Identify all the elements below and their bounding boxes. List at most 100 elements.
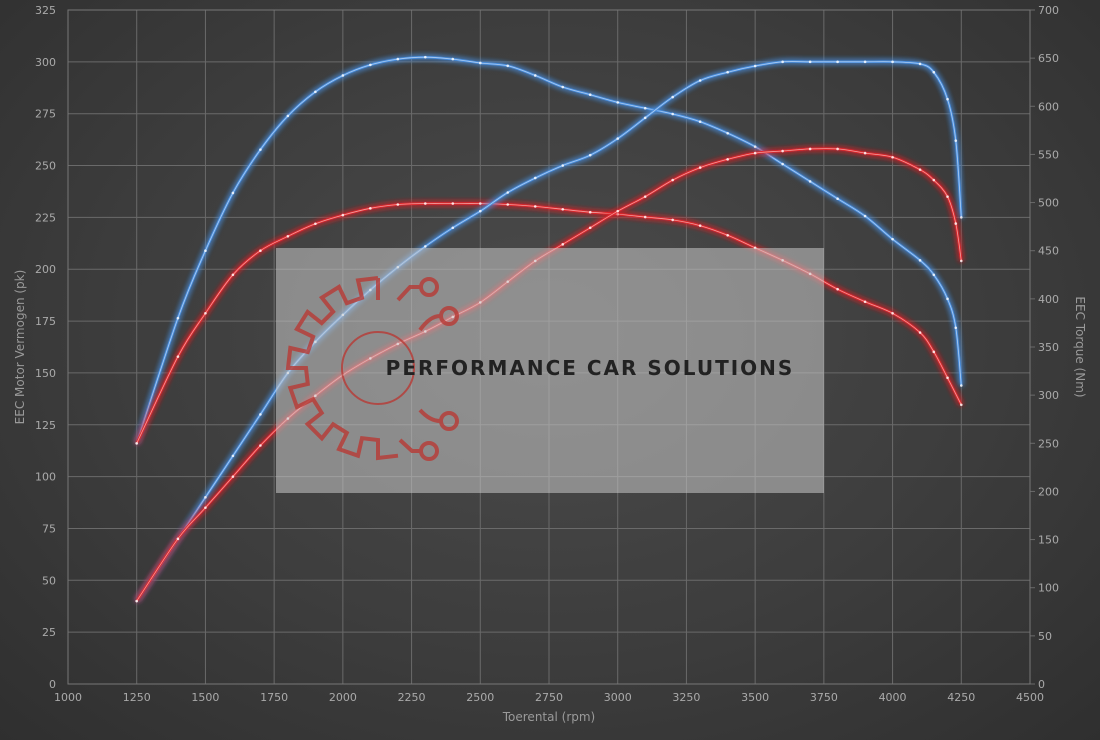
data-point (781, 60, 784, 64)
circuit-node (439, 306, 459, 326)
data-point (946, 97, 949, 101)
circuit-node (419, 277, 439, 297)
plot-frame (67, 9, 1031, 685)
x-tick-label: 4000 (879, 691, 907, 704)
data-point (698, 224, 702, 227)
data-point (959, 403, 963, 407)
x-tick-label: 4500 (1016, 691, 1044, 704)
data-point (341, 213, 345, 217)
y-right-tick-label: 50 (1038, 630, 1052, 643)
data-point (643, 195, 647, 198)
data-point (959, 384, 963, 387)
data-point (836, 147, 839, 151)
y-right-tick-label: 600 (1038, 100, 1059, 113)
data-point (231, 454, 235, 458)
data-point (836, 287, 839, 291)
data-point (533, 205, 537, 208)
data-point (808, 180, 812, 183)
data-point (204, 496, 207, 499)
y-left-tick-label: 125 (35, 419, 56, 432)
tick-labels: 1000 1250 1500 1750 2000 2250 2500 2750 3000 3250… (35, 4, 1059, 704)
data-point (588, 226, 592, 230)
data-point (286, 114, 290, 118)
data-point (478, 61, 482, 65)
data-point (451, 202, 455, 205)
data-point (753, 145, 757, 149)
data-point (616, 101, 620, 104)
data-point (369, 207, 372, 210)
data-point (286, 234, 290, 238)
data-point (836, 60, 839, 64)
watermark-box (276, 248, 824, 493)
data-point (231, 475, 235, 478)
data-point (726, 158, 729, 161)
circuit-trace (418, 314, 441, 332)
data-point (863, 60, 867, 64)
y-axis-left-title: EEC Motor Vermogen (pk) (13, 270, 27, 425)
y-right-tick-label: 250 (1038, 437, 1059, 450)
data-point (863, 300, 867, 304)
data-point (341, 74, 345, 77)
data-point (424, 202, 427, 205)
data-point (959, 259, 963, 263)
data-point (176, 537, 180, 541)
data-point (836, 197, 839, 201)
y-right-tick-label: 150 (1038, 534, 1059, 547)
data-point (946, 376, 949, 380)
y-left-tick-label: 250 (35, 160, 56, 173)
x-tick-label: 4250 (947, 691, 975, 704)
y-right-tick-label: 650 (1038, 52, 1059, 65)
data-point (781, 162, 784, 166)
circuit-trace (396, 285, 420, 302)
gear-circuit-icon (285, 276, 459, 461)
circuit-trace (398, 438, 420, 453)
data-point (506, 64, 510, 68)
y-left-tick-label: 75 (42, 522, 56, 535)
data-point (753, 64, 757, 68)
data-point (204, 506, 207, 510)
data-point (671, 178, 674, 182)
watermark: PERFORMANCE CAR SOLUTIONS (276, 248, 824, 493)
y-left-tick-label: 300 (35, 56, 56, 69)
data-point (643, 116, 647, 120)
data-point (588, 153, 592, 157)
y-right-tick-label: 500 (1038, 197, 1059, 210)
data-point (918, 62, 922, 66)
data-point (671, 112, 674, 116)
data-point (891, 237, 894, 241)
y-left-tick-label: 225 (35, 211, 56, 224)
series-0 (135, 55, 963, 445)
data-point (932, 350, 936, 354)
circuit-node (439, 411, 459, 431)
data-point (616, 209, 620, 213)
data-point (231, 191, 235, 195)
x-tick-label: 1500 (191, 691, 219, 704)
data-point (643, 215, 647, 219)
x-tick-label: 3750 (810, 691, 838, 704)
x-tick-label: 1250 (123, 691, 151, 704)
x-tick-label: 1750 (260, 691, 288, 704)
data-point (451, 226, 455, 230)
data-point (946, 297, 949, 301)
data-point (671, 218, 674, 222)
data-point (259, 148, 262, 151)
data-point (726, 131, 729, 135)
data-point (204, 249, 207, 253)
y-left-tick-label: 175 (35, 315, 56, 328)
x-tick-label: 2000 (329, 691, 357, 704)
grid (67, 9, 1035, 685)
y-right-tick-label: 700 (1038, 4, 1059, 17)
data-point (781, 149, 784, 153)
data-point (891, 312, 894, 315)
data-point (478, 209, 482, 213)
x-tick-label: 2750 (535, 691, 563, 704)
data-point (863, 214, 867, 218)
y-left-tick-label: 200 (35, 263, 56, 276)
data-point (561, 164, 565, 167)
data-point (259, 444, 262, 447)
y-left-tick-label: 50 (42, 574, 56, 587)
data-point (891, 60, 894, 64)
y-left-tick-label: 100 (35, 471, 56, 484)
x-tick-label: 2250 (398, 691, 426, 704)
data-point (932, 273, 936, 277)
